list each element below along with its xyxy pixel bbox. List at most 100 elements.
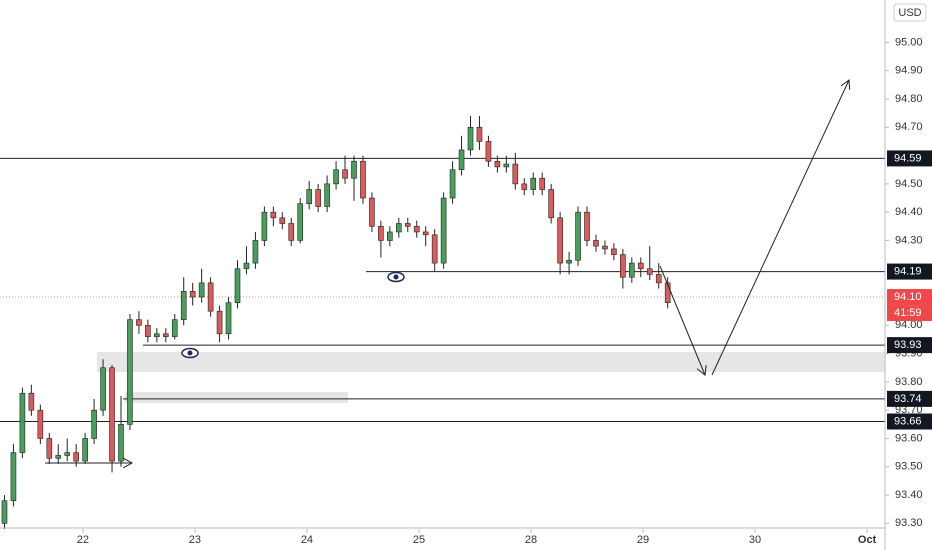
currency[interactable]: USD <box>898 7 921 19</box>
candle-body <box>467 126 474 151</box>
y-tick-label: 94.30 <box>895 234 923 246</box>
level-label: 94.19 <box>894 265 922 277</box>
candle-body <box>162 333 169 337</box>
candle-body <box>306 189 312 204</box>
candle-body <box>100 367 106 411</box>
candle-body <box>351 160 357 179</box>
countdown: 41:59 <box>894 307 922 319</box>
candle-body <box>637 262 644 270</box>
y-tick-label: 93.80 <box>895 376 923 388</box>
candle-body <box>611 248 617 255</box>
candle-body <box>1 500 8 524</box>
candle-body <box>557 217 563 264</box>
eye-icon <box>387 271 405 283</box>
candle-body <box>10 452 17 502</box>
y-tick-label: 94.90 <box>895 65 923 77</box>
candle-body <box>28 392 35 411</box>
candle-body <box>494 160 501 168</box>
candle-body <box>225 302 232 335</box>
candle-body <box>476 126 483 142</box>
candle-body <box>655 274 662 284</box>
candle-body <box>566 259 572 264</box>
y-tick-label: 94.00 <box>895 319 923 331</box>
y-tick-label: 93.70 <box>895 404 923 416</box>
candle-body <box>73 452 79 462</box>
y-tick-label: 94.40 <box>895 206 923 218</box>
level-label-box <box>887 413 932 430</box>
level-label: 94.59 <box>894 152 922 164</box>
arrow <box>711 80 849 376</box>
level-label: 93.66 <box>894 415 922 427</box>
x-tick-label: 29 <box>637 534 649 546</box>
candle-body <box>270 211 277 219</box>
level-label: 93.74 <box>894 393 922 405</box>
candle-body <box>539 177 546 190</box>
candle-body <box>189 291 196 298</box>
candle-body <box>19 392 26 453</box>
x-tick-label: 22 <box>77 534 89 546</box>
candle-body <box>369 197 375 227</box>
x-tick-label: 28 <box>525 534 537 546</box>
x-tick-label: 23 <box>189 534 201 546</box>
level-label-box <box>887 337 932 354</box>
x-tick-label: 24 <box>301 534 313 546</box>
x-tick-label: Oct <box>858 534 877 546</box>
candle-body <box>378 226 384 241</box>
candle-body <box>127 319 133 425</box>
candle-body <box>548 189 554 219</box>
y-tick-label: 94.70 <box>895 121 923 133</box>
candle-body <box>413 226 420 233</box>
level-label-box <box>887 263 932 280</box>
y-tick-label: 93.40 <box>895 489 923 501</box>
x-tick-label: 30 <box>749 534 761 546</box>
candle-body <box>503 163 510 168</box>
candle-body <box>297 203 304 241</box>
candle-body <box>288 223 295 241</box>
candle-body <box>485 141 492 162</box>
candle-body <box>136 319 142 326</box>
arrow <box>659 265 705 375</box>
candle-body <box>593 240 599 247</box>
candle-body <box>387 231 393 241</box>
candle-body <box>55 455 62 459</box>
currency-box[interactable] <box>893 3 927 22</box>
level-label-box <box>887 390 932 407</box>
candle-body <box>91 409 97 439</box>
candle-body <box>171 319 178 337</box>
candle-body <box>261 211 268 241</box>
candle-body <box>118 424 124 462</box>
candle-body <box>646 268 653 275</box>
countdown-box <box>887 305 932 322</box>
candle-body <box>46 438 53 459</box>
y-tick-label: 93.50 <box>895 461 923 473</box>
candle-body <box>422 231 429 236</box>
candle-body <box>521 183 528 190</box>
candle-body <box>234 268 241 303</box>
candle-body <box>279 217 286 224</box>
candle-body <box>602 245 608 250</box>
candle-body <box>82 438 88 462</box>
candle-body <box>664 282 671 303</box>
level-label: 93.93 <box>894 339 922 351</box>
candle-body <box>207 282 214 312</box>
candle-body <box>243 262 250 270</box>
candle-body <box>216 310 223 335</box>
candle-body <box>109 367 115 462</box>
candle-body <box>64 452 71 456</box>
candle-body <box>324 183 330 207</box>
candle-body <box>360 160 366 199</box>
y-tick-label: 94.50 <box>895 178 923 190</box>
candle-body <box>252 240 259 264</box>
y-tick-label: 94.80 <box>895 93 923 105</box>
candle-body <box>431 234 438 264</box>
candle-body <box>154 333 160 337</box>
candle-body <box>145 325 151 337</box>
y-tick-label: 95.00 <box>895 36 923 48</box>
candle-body <box>449 169 456 199</box>
candle-body <box>440 197 447 264</box>
candle-body <box>530 177 537 190</box>
x-tick-label: 25 <box>413 534 425 546</box>
y-tick-label: 93.30 <box>895 517 923 529</box>
last-price-box <box>887 289 932 306</box>
